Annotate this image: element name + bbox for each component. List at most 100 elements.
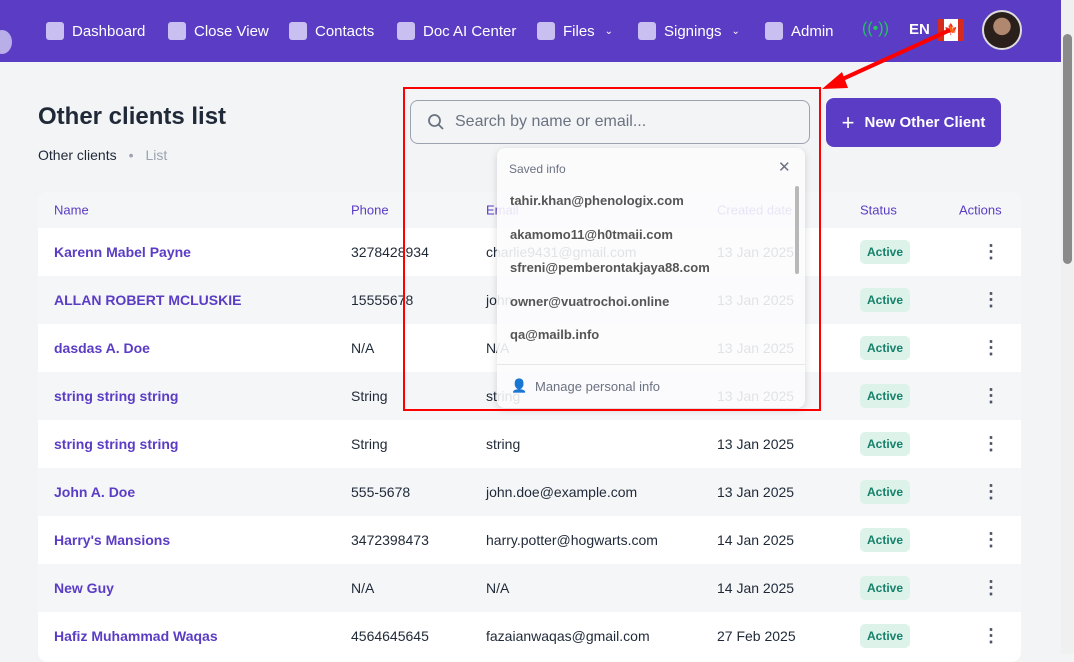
breadcrumb-list: List xyxy=(145,147,168,163)
scrollbar-thumb[interactable] xyxy=(1063,34,1072,264)
status-badge: Active xyxy=(860,240,911,264)
more-actions-icon[interactable]: ⋮ xyxy=(982,337,1000,358)
monitor-icon xyxy=(397,22,415,40)
status-badge: Active xyxy=(860,528,911,552)
created-date-cell: 14 Jan 2025 xyxy=(717,580,795,596)
more-actions-icon[interactable]: ⋮ xyxy=(982,529,1000,550)
more-actions-icon[interactable]: ⋮ xyxy=(982,385,1000,406)
column-header-status[interactable]: Status xyxy=(860,202,897,218)
person-card-icon: 👤 xyxy=(511,378,528,393)
client-name-link[interactable]: string string string xyxy=(54,436,179,452)
nav-doc-ai-center[interactable]: Doc AI Center xyxy=(397,0,516,62)
chevron-down-icon: ⌄ xyxy=(604,25,614,37)
close-icon[interactable]: ✕ xyxy=(778,159,791,176)
phone-cell: 3472398473 xyxy=(351,532,429,548)
phone-cell: 3278428934 xyxy=(351,244,429,260)
client-name-link[interactable]: New Guy xyxy=(54,580,114,596)
search-icon xyxy=(428,114,444,130)
email-cell: N/A xyxy=(486,580,510,596)
autofill-popup: Saved info ✕ tahir.khan@phenologix.com ak… xyxy=(497,148,805,408)
autofill-option[interactable]: akamomo11@h0tmaii.com xyxy=(510,226,673,242)
nav-close-view[interactable]: Close View xyxy=(168,0,269,62)
table-row[interactable]: John A. Doe 555-5678 john.doe@example.co… xyxy=(38,468,1021,516)
page-title: Other clients list xyxy=(38,103,227,130)
status-badge: Active xyxy=(860,336,911,360)
email-cell: fazaianwaqas@gmail.com xyxy=(486,628,650,644)
client-name-link[interactable]: Karenn Mabel Payne xyxy=(54,244,191,260)
status-badge: Active xyxy=(860,288,911,312)
table-row[interactable]: Harry's Mansions 3472398473 harry.potter… xyxy=(38,516,1021,564)
new-other-client-button[interactable]: + New Other Client xyxy=(826,98,1001,147)
more-actions-icon[interactable]: ⋮ xyxy=(982,433,1000,454)
phone-cell: String xyxy=(351,436,388,452)
client-name-link[interactable]: Hafiz Muhammad Waqas xyxy=(54,628,218,644)
breadcrumb: Other clients • List xyxy=(38,147,168,163)
autofill-option[interactable]: tahir.khan@phenologix.com xyxy=(510,193,684,208)
breadcrumb-other-clients[interactable]: Other clients xyxy=(38,147,117,163)
phone-cell: N/A xyxy=(351,340,375,356)
popup-scrollbar[interactable] xyxy=(795,186,799,274)
table-row[interactable]: string string string String string 13 Ja… xyxy=(38,420,1021,468)
nav-signings[interactable]: Signings ⌄ xyxy=(638,0,740,62)
client-name-link[interactable]: string string string xyxy=(54,388,179,404)
autofill-option[interactable]: sfreni@pemberontakjaya88.com xyxy=(510,260,710,275)
avatar[interactable] xyxy=(982,10,1022,50)
created-date-cell: 14 Jan 2025 xyxy=(717,532,795,548)
phone-cell: 555-5678 xyxy=(351,484,411,500)
sidebar-toggle[interactable] xyxy=(0,30,12,54)
nav-contacts[interactable]: Contacts xyxy=(289,0,374,62)
more-actions-icon[interactable]: ⋮ xyxy=(982,481,1000,502)
autofill-option[interactable]: qa@mailb.info xyxy=(510,327,600,342)
email-cell: john.doe@example.com xyxy=(486,484,638,500)
top-nav: Dashboard Close View Contacts Doc AI Center… xyxy=(0,0,1061,62)
chevron-down-icon: ⌄ xyxy=(731,25,740,37)
client-name-link[interactable]: ALLAN ROBERT MCLUSKIE xyxy=(54,292,242,308)
search-box[interactable] xyxy=(410,100,810,144)
created-date-cell: 27 Feb 2025 xyxy=(717,628,796,644)
file-icon xyxy=(537,22,555,40)
column-header-name[interactable]: Name xyxy=(54,202,89,218)
created-date-cell: 13 Jan 2025 xyxy=(717,436,795,452)
scrollbar[interactable] xyxy=(1061,0,1074,654)
manage-personal-info[interactable]: 👤 Manage personal info xyxy=(497,364,805,394)
status-badge: Active xyxy=(860,432,911,456)
contact-icon xyxy=(289,22,307,40)
status-badge: Active xyxy=(860,624,911,648)
autofill-option[interactable]: owner@vuatrochoi.online xyxy=(510,293,670,309)
status-badge: Active xyxy=(860,480,911,504)
nav-dashboard[interactable]: Dashboard xyxy=(46,0,145,62)
lock-icon xyxy=(765,22,783,40)
plus-icon: + xyxy=(841,109,855,135)
autofill-title: Saved info xyxy=(509,162,566,176)
client-name-link[interactable]: Harry's Mansions xyxy=(54,532,171,548)
status-badge: Active xyxy=(860,576,911,600)
nav-admin[interactable]: Admin xyxy=(765,0,834,62)
nav-files[interactable]: Files ⌄ xyxy=(537,0,613,62)
table-row[interactable]: Hafiz Muhammad Waqas 4564645645 fazaianw… xyxy=(38,612,1021,660)
table-row[interactable]: New Guy N/A N/A 14 Jan 2025 Active ⋮ xyxy=(38,564,1021,612)
star-icon xyxy=(638,22,656,40)
calendar-icon xyxy=(168,22,186,40)
email-cell: harry.potter@hogwarts.com xyxy=(486,532,658,548)
more-actions-icon[interactable]: ⋮ xyxy=(982,241,1000,262)
phone-cell: String xyxy=(351,388,388,404)
column-header-actions[interactable]: Actions xyxy=(959,202,1002,218)
created-date-cell: 13 Jan 2025 xyxy=(717,484,795,500)
annotation-highlight-box xyxy=(403,87,821,411)
client-name-link[interactable]: John A. Doe xyxy=(54,484,136,500)
connection-icon: ((•)) xyxy=(862,20,889,37)
phone-cell: 15555678 xyxy=(351,292,414,308)
more-actions-icon[interactable]: ⋮ xyxy=(982,289,1000,310)
search-input[interactable] xyxy=(455,113,785,131)
phone-cell: 4564645645 xyxy=(351,628,429,644)
email-cell: string xyxy=(486,436,521,452)
language-label[interactable]: EN xyxy=(909,21,930,38)
more-actions-icon[interactable]: ⋮ xyxy=(982,577,1000,598)
more-actions-icon[interactable]: ⋮ xyxy=(982,625,1000,646)
client-name-link[interactable]: dasdas A. Doe xyxy=(54,340,150,356)
phone-cell: N/A xyxy=(351,580,375,596)
column-header-phone[interactable]: Phone xyxy=(351,202,389,218)
chart-icon xyxy=(46,22,64,40)
status-badge: Active xyxy=(860,384,911,408)
